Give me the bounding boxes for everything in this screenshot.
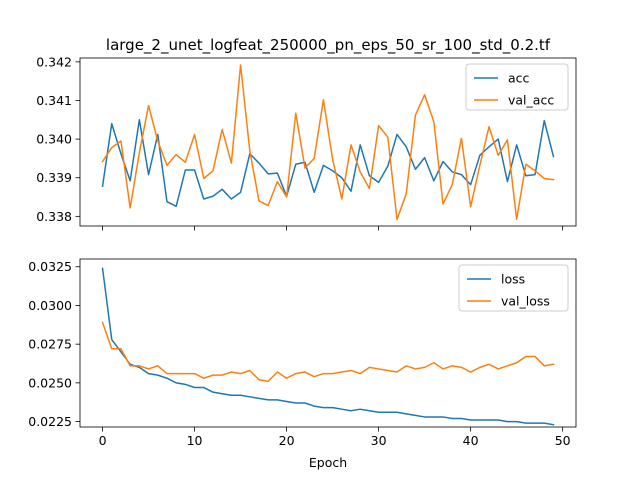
legend: acc val_acc xyxy=(465,63,569,111)
axes-frame xyxy=(79,258,577,428)
accuracy-subplot: large_2_unet_logfeat_250000_pn_eps_50_sr… xyxy=(36,36,577,231)
y-tick-label: 0.342 xyxy=(36,54,72,69)
x-axis-label: Epoch xyxy=(309,455,347,470)
x-tick-label: 20 xyxy=(279,433,295,448)
legend-box xyxy=(465,63,569,111)
legend-label-acc: acc xyxy=(508,71,530,86)
series-line-acc xyxy=(101,119,555,208)
y-tick-label: 0.0225 xyxy=(28,414,72,429)
x-tick-label: 10 xyxy=(187,433,203,448)
x-tick-label: 50 xyxy=(555,433,571,448)
loss-subplot: 0.0225 0.0250 0.0275 0.0300 0.0325 0 10 20 30 40 5… xyxy=(28,258,577,470)
y-tick-label: 0.0275 xyxy=(28,337,72,352)
y-tick-label: 0.340 xyxy=(36,132,72,147)
y-tick-label: 0.339 xyxy=(36,170,72,185)
y-tick-label: 0.0325 xyxy=(28,259,72,274)
series-line-val-acc xyxy=(101,64,555,221)
x-tick-label: 40 xyxy=(463,433,479,448)
legend-box xyxy=(458,264,569,312)
y-tick-label: 0.341 xyxy=(36,93,72,108)
x-tick-label: 0 xyxy=(99,433,107,448)
y-tick-label: 0.338 xyxy=(36,209,72,224)
series-line-loss xyxy=(101,267,555,426)
legend-label-val-loss: val_loss xyxy=(501,294,550,309)
chart-title: large_2_unet_logfeat_250000_pn_eps_50_sr… xyxy=(106,36,551,55)
series-line-val-loss xyxy=(101,321,555,383)
y-tick-label: 0.0250 xyxy=(28,375,72,390)
axes-frame xyxy=(79,57,577,227)
x-tick-label: 30 xyxy=(371,433,387,448)
legend: loss val_loss xyxy=(458,264,569,312)
y-tick-label: 0.0300 xyxy=(28,298,72,313)
legend-label-val-acc: val_acc xyxy=(508,93,554,108)
legend-label-loss: loss xyxy=(501,272,525,287)
